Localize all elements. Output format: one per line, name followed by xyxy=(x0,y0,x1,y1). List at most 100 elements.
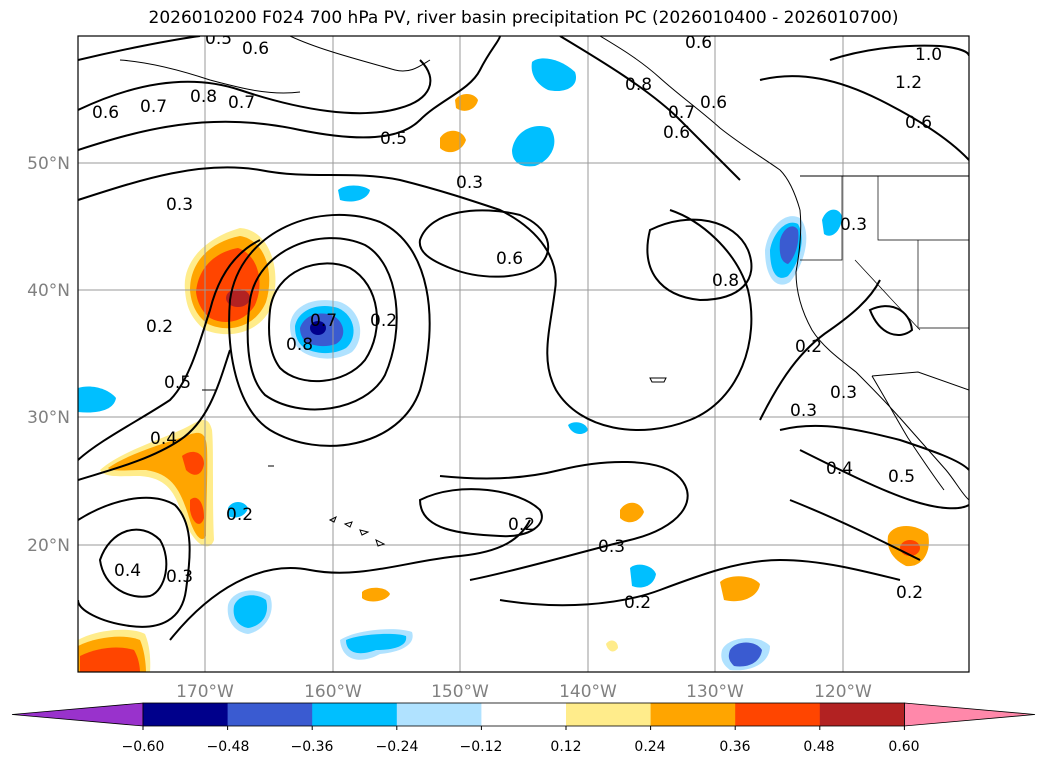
contour-label-32: 0.3 xyxy=(598,537,625,557)
state-borders xyxy=(800,176,969,331)
contour-label-28: 0.4 xyxy=(114,561,141,581)
contour-06-canada xyxy=(759,75,969,161)
contour-03-southwest xyxy=(78,496,191,628)
blue-blob-small-2 xyxy=(822,209,842,236)
contour-08-gulf-alaska xyxy=(559,36,741,181)
contour-cyclone-ring-2 xyxy=(246,237,398,411)
blue-blob-west-edge xyxy=(78,386,116,413)
contour-label-7: 0.7 xyxy=(228,93,255,113)
contour-label-24: 0.5 xyxy=(164,373,191,393)
blue-blob-small-5 xyxy=(228,502,248,518)
island-small-2 xyxy=(649,377,667,383)
red-blob-baja xyxy=(900,540,920,556)
contour-label-20: 0.8 xyxy=(286,335,313,355)
contour-label-33: 0.4 xyxy=(826,459,853,479)
contour-03-southcenter xyxy=(439,461,689,581)
contour-label-26: 0.3 xyxy=(830,383,857,403)
colorbar-segments xyxy=(11,702,1036,730)
contour-label-29: 0.3 xyxy=(166,567,193,587)
contour-label-3: 0.6 xyxy=(685,33,712,53)
colorbar-extend-high xyxy=(904,702,1036,727)
contour-cyclone-ring-3 xyxy=(228,213,431,447)
red-blob-southwest-core xyxy=(80,647,140,672)
coastline-us-west xyxy=(795,209,969,501)
blue-blob-subtropic-3-core xyxy=(728,642,762,667)
contour-label-18: 0.3 xyxy=(790,401,817,421)
blue-blob-subtropic-2-core xyxy=(346,633,407,654)
contour-label-17: 0.3 xyxy=(840,215,867,235)
lat-label-30n: 30°N xyxy=(27,408,70,428)
contour-label-11: 0.6 xyxy=(92,103,119,123)
colorbar-tick-label: 0.36 xyxy=(719,739,750,755)
blue-blob-small-3 xyxy=(630,564,656,588)
contour-label-36: 0.6 xyxy=(663,123,690,143)
contour-label-19: 0.2 xyxy=(146,317,173,337)
contour-label-4: 1.0 xyxy=(915,45,942,65)
contour-label-10: 0.8 xyxy=(625,75,652,95)
orange-blob-small-3 xyxy=(620,502,644,523)
colorbar-extend-low xyxy=(11,702,144,727)
colorbar: −0.60 −0.48 −0.36 −0.24 −0.12 0.12 0.24 … xyxy=(11,702,1036,755)
colorbar-segment xyxy=(143,703,229,726)
contour-04-southwest xyxy=(98,528,168,598)
lon-label-170w: 170°W xyxy=(176,682,234,702)
blue-blob-subtropic-1-core xyxy=(233,595,268,628)
colorbar-tick-label: 0.24 xyxy=(634,739,665,755)
contour-label-6: 0.6 xyxy=(905,113,932,133)
colorbar-tick-label: 0.12 xyxy=(550,739,581,755)
contour-label-9: 0.7 xyxy=(140,97,167,117)
contour-03-north xyxy=(78,166,753,431)
contour-label-22: 0.2 xyxy=(370,311,397,331)
map-frame xyxy=(77,35,970,673)
contour-label-12: 0.5 xyxy=(380,129,407,149)
colorbar-tick-label: −0.36 xyxy=(291,739,334,755)
colorbar-tick-label: −0.24 xyxy=(376,739,419,755)
contour-label-23: 0.2 xyxy=(795,337,822,357)
contour-label-1: 0.5 xyxy=(205,29,232,49)
blue-blob-gulf-alaska xyxy=(531,58,577,92)
contour-02-southeast xyxy=(499,558,901,607)
contour-label-13: 0.3 xyxy=(166,195,193,215)
colorbar-tick-label: 0.60 xyxy=(888,739,919,755)
contour-label-15: 0.6 xyxy=(496,249,523,269)
orange-blob-small-1 xyxy=(455,94,478,111)
contour-cyclone-ring-1 xyxy=(268,262,378,383)
blue-blob-small-1 xyxy=(338,185,370,202)
lat-label-50n: 50°N xyxy=(27,154,70,174)
colorbar-segment xyxy=(650,703,736,726)
contour-label-37: 0.6 xyxy=(700,93,727,113)
coastline-alaska xyxy=(119,36,431,94)
contour-label-34: 0.5 xyxy=(888,467,915,487)
contour-02-center xyxy=(418,488,543,538)
contour-03-coast xyxy=(759,279,881,421)
contour-10-northeast xyxy=(829,44,969,61)
lon-label-120w: 120°W xyxy=(814,682,872,702)
border-us-mexico xyxy=(871,371,969,391)
lon-label-160w: 160°W xyxy=(304,682,362,702)
contour-label-8: 0.8 xyxy=(190,87,217,107)
contour-02-west xyxy=(78,349,231,481)
contour-01-eastwaves xyxy=(868,305,914,336)
contour-label-38: 0.7 xyxy=(668,103,695,123)
contour-label-14: 0.3 xyxy=(456,173,483,193)
colorbar-tick-label: 0.48 xyxy=(803,739,834,755)
colorbar-segment xyxy=(481,703,567,726)
coastlines xyxy=(119,36,969,547)
island-small-1 xyxy=(328,515,386,547)
contour-08-east xyxy=(646,218,753,302)
orange-blob-small-5 xyxy=(362,587,390,602)
contour-02-south xyxy=(169,519,531,641)
colorbar-outline xyxy=(142,702,905,727)
contour-06-mid xyxy=(418,209,550,278)
orange-blob-small-4 xyxy=(720,576,760,602)
coastline-bc-alaska-panhandle xyxy=(599,36,801,211)
blue-blob-central-pacific-center xyxy=(310,321,326,335)
precip-shading xyxy=(78,58,929,672)
orange-band-hawaii-west-core xyxy=(108,432,208,540)
contour-04-east xyxy=(779,424,969,471)
colorbar-ticks: −0.60 −0.48 −0.36 −0.24 −0.12 0.12 0.24 … xyxy=(122,739,920,755)
colorbar-tick-label: −0.12 xyxy=(460,739,503,755)
lat-label-20n: 20°N xyxy=(27,536,70,556)
graticule xyxy=(78,36,969,672)
